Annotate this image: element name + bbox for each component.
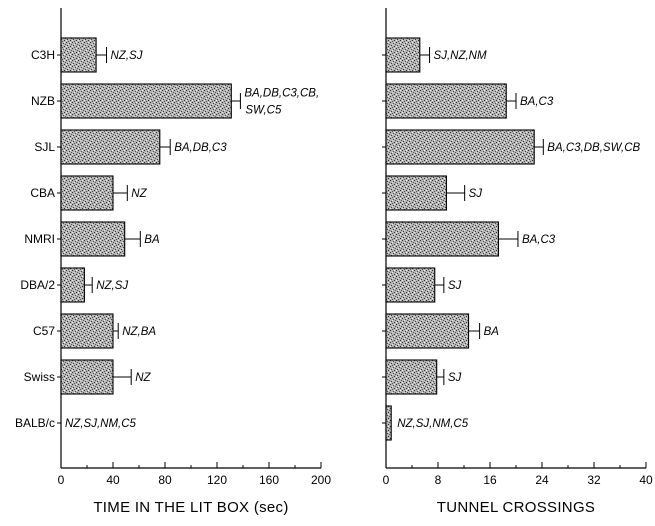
- category-label: DBA/2: [20, 278, 55, 292]
- significance-label: NZ,SJ: [111, 50, 143, 62]
- x-tick-label: 0: [383, 473, 390, 487]
- bar: [385, 37, 421, 73]
- tunnel-crossings-chart: 0 8 16 24 32 40 TUNNEL CROSSINGS SJ,NZ,NM BA,C3 B…: [382, 8, 653, 516]
- bar: [60, 221, 126, 257]
- bar: [385, 83, 507, 119]
- x-tick-label: 40: [106, 473, 120, 487]
- significance-label: BA,C3,DB,SW,CB: [547, 142, 640, 154]
- x-tick-label: 24: [535, 473, 549, 487]
- significance-label: NZ,SJ: [96, 280, 128, 292]
- bar: [60, 313, 114, 349]
- bar: [60, 37, 97, 73]
- bar: [385, 175, 448, 211]
- category-label: NMRI: [24, 232, 55, 246]
- category-label: SJL: [34, 140, 55, 154]
- x-tick-label: 16: [483, 473, 497, 487]
- category-label: BALB/c: [15, 416, 55, 430]
- category-label: NZB: [31, 94, 55, 108]
- significance-label: BA,DB,C3: [174, 142, 227, 154]
- significance-label: BA,C3: [520, 96, 554, 108]
- significance-label: BA,C3: [522, 234, 556, 246]
- bar: [385, 359, 438, 395]
- significance-label: SJ: [448, 280, 462, 292]
- significance-label: BA: [484, 326, 500, 338]
- x-axis-label: TUNNEL CROSSINGS: [437, 499, 595, 516]
- x-axis-label: TIME IN THE LIT BOX (sec): [93, 499, 288, 516]
- significance-label: NZ: [135, 372, 151, 384]
- bar: [385, 313, 470, 349]
- x-tick-label: 80: [158, 473, 172, 487]
- category-label: C3H: [31, 48, 55, 62]
- significance-label: SJ: [448, 372, 462, 384]
- significance-label: BA: [144, 234, 160, 246]
- category-label: Swiss: [24, 370, 55, 384]
- significance-label: SJ: [469, 188, 483, 200]
- bar: [385, 129, 535, 165]
- x-tick-label: 160: [259, 473, 279, 487]
- x-tick-label: 200: [311, 473, 331, 487]
- bar: [60, 83, 232, 119]
- bar: [60, 359, 114, 395]
- category-label: CBA: [30, 186, 55, 200]
- x-tick-label: 120: [207, 473, 227, 487]
- significance-label: NZ,SJ,NM,C5: [397, 418, 469, 430]
- significance-label: NZ,BA: [122, 326, 156, 338]
- bar: [60, 129, 161, 165]
- bar: [60, 175, 114, 211]
- x-tick-label: 32: [587, 473, 601, 487]
- significance-label: NZ,SJ,NM,C5: [65, 418, 137, 430]
- x-tick-label: 40: [639, 473, 653, 487]
- bar: [60, 267, 85, 303]
- significance-label: SJ,NZ,NM: [434, 50, 487, 62]
- time-in-lit-box-chart: 0 40 80 120 160 200 TIME IN THE LIT BOX (sec) C…: [15, 8, 331, 516]
- x-tick-label: 0: [58, 473, 65, 487]
- x-tick-label: 8: [435, 473, 442, 487]
- significance-label: SW,C5: [245, 105, 282, 117]
- bar: [385, 267, 436, 303]
- category-label: C57: [33, 324, 55, 338]
- significance-label: BA,DB,C3,CB,: [244, 88, 319, 100]
- significance-label: NZ: [131, 188, 147, 200]
- bar: [385, 221, 499, 257]
- bar: [385, 405, 392, 441]
